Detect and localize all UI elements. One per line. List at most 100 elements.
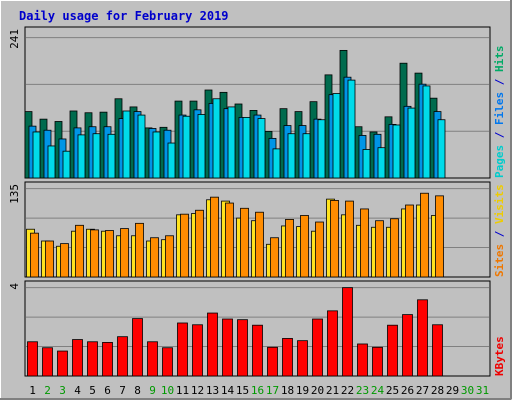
legend-part: Visits bbox=[493, 184, 506, 224]
bar-pages-day-18 bbox=[287, 133, 296, 179]
day-label: 17 bbox=[266, 384, 279, 397]
bar-pages-day-5 bbox=[92, 133, 101, 179]
day-label: 12 bbox=[191, 384, 204, 397]
day-label: 9 bbox=[149, 384, 156, 397]
bar-pages-day-28 bbox=[437, 119, 446, 179]
bar-kbytes-day-19 bbox=[297, 340, 308, 377]
bar-sites-day-10 bbox=[165, 235, 174, 278]
day-axis-labels: 1 2 3 4 5 6 7 8 9 10 11 12 13 14 15 16 17 18 19 20 21 22 23 24 2… bbox=[29, 384, 489, 397]
bar-kbytes-day-11 bbox=[177, 322, 188, 377]
legend-part: / bbox=[493, 224, 506, 244]
panel-hits-files-pages: 241 Pages / Files / Hits bbox=[8, 26, 506, 179]
bar-sites-day-18 bbox=[285, 219, 294, 278]
bar-kbytes-day-6 bbox=[102, 342, 113, 377]
panel-visits-sites: 135 Sites / Visits bbox=[8, 181, 506, 278]
bar-pages-day-16 bbox=[257, 118, 266, 179]
bar-sites-day-12 bbox=[195, 209, 204, 278]
legend-part: / bbox=[493, 125, 506, 145]
bar-pages-day-13 bbox=[212, 98, 221, 179]
bar-kbytes-day-28 bbox=[432, 324, 443, 377]
day-label: 24 bbox=[371, 384, 385, 397]
bar-pages-day-4 bbox=[77, 134, 86, 179]
day-label: 22 bbox=[341, 384, 354, 397]
bar-pages-day-26 bbox=[407, 107, 416, 179]
day-label: 23 bbox=[356, 384, 369, 397]
bar-kbytes-day-5 bbox=[87, 341, 98, 377]
series-legend-label: KBytes bbox=[493, 336, 506, 376]
legend-part: Sites bbox=[493, 244, 506, 277]
bar-sites-day-17 bbox=[270, 237, 279, 278]
bar-pages-day-8 bbox=[137, 114, 146, 179]
day-label: 20 bbox=[311, 384, 324, 397]
day-label: 8 bbox=[134, 384, 141, 397]
bar-sites-day-7 bbox=[120, 228, 129, 278]
series-legend-label: Sites / Visits bbox=[493, 184, 506, 277]
bar-sites-day-15 bbox=[240, 207, 249, 278]
bar-sites-day-14 bbox=[225, 202, 234, 278]
bar-pages-day-1 bbox=[32, 131, 41, 179]
bar-pages-day-25 bbox=[392, 124, 401, 179]
bar-pages-day-22 bbox=[347, 79, 356, 179]
bar-pages-day-27 bbox=[422, 85, 431, 179]
day-label: 30 bbox=[461, 384, 474, 397]
bar-pages-day-6 bbox=[107, 133, 116, 179]
bar-pages-day-3 bbox=[62, 150, 71, 179]
series-legend-label: Pages / Files / Hits bbox=[493, 46, 506, 179]
bar-kbytes-day-4 bbox=[72, 339, 83, 377]
bar-kbytes-day-15 bbox=[237, 319, 248, 377]
bar-kbytes-day-3 bbox=[57, 350, 68, 377]
bar-kbytes-day-16 bbox=[252, 324, 263, 377]
bar-kbytes-day-8 bbox=[132, 318, 143, 377]
bar-kbytes-day-21 bbox=[327, 310, 338, 377]
bar-pages-day-11 bbox=[182, 115, 191, 179]
bar-pages-day-20 bbox=[317, 119, 326, 179]
bar-kbytes-day-22 bbox=[342, 287, 353, 377]
bar-sites-day-27 bbox=[420, 192, 429, 278]
bar-kbytes-day-12 bbox=[192, 324, 203, 377]
bar-sites-day-23 bbox=[360, 208, 369, 278]
legend-part: KBytes bbox=[493, 336, 506, 376]
bar-sites-day-26 bbox=[405, 204, 414, 278]
day-label: 27 bbox=[416, 384, 429, 397]
axis-max-label: 4 bbox=[8, 283, 21, 290]
bar-sites-day-16 bbox=[255, 211, 264, 278]
bar-kbytes-day-2 bbox=[42, 347, 53, 377]
bar-pages-day-9 bbox=[152, 131, 161, 179]
legend-part: Pages bbox=[493, 145, 506, 178]
bar-kbytes-day-26 bbox=[402, 314, 413, 377]
bar-kbytes-day-18 bbox=[282, 338, 293, 377]
day-label: 15 bbox=[236, 384, 249, 397]
axis-max-label: 241 bbox=[8, 29, 21, 49]
bar-kbytes-day-13 bbox=[207, 312, 218, 377]
bar-pages-day-17 bbox=[272, 148, 281, 179]
day-label: 26 bbox=[401, 384, 414, 397]
day-label: 2 bbox=[44, 384, 51, 397]
bar-kbytes-day-23 bbox=[357, 343, 368, 377]
bar-kbytes-day-24 bbox=[372, 346, 383, 377]
bar-kbytes-day-9 bbox=[147, 341, 158, 377]
day-label: 28 bbox=[431, 384, 444, 397]
bar-sites-day-1 bbox=[30, 232, 39, 278]
day-label: 21 bbox=[326, 384, 339, 397]
bar-sites-day-4 bbox=[75, 224, 84, 278]
day-label: 5 bbox=[89, 384, 96, 397]
panels-layer: 241 Pages / Files / Hits 135 Sites / Visits… bbox=[8, 26, 506, 377]
bar-pages-day-21 bbox=[332, 93, 341, 179]
day-label: 10 bbox=[161, 384, 174, 397]
bar-pages-day-7 bbox=[122, 110, 131, 179]
bar-pages-day-23 bbox=[362, 149, 371, 179]
bar-kbytes-day-25 bbox=[387, 324, 398, 377]
bar-kbytes-day-27 bbox=[417, 299, 428, 377]
bar-pages-day-2 bbox=[47, 145, 56, 179]
day-label: 1 bbox=[29, 384, 36, 397]
day-label: 18 bbox=[281, 384, 294, 397]
bar-kbytes-day-20 bbox=[312, 318, 323, 377]
bar-pages-day-14 bbox=[227, 106, 236, 179]
day-label: 3 bbox=[59, 384, 66, 397]
bar-sites-day-2 bbox=[45, 240, 54, 278]
bar-kbytes-day-1 bbox=[27, 341, 38, 377]
bar-sites-day-3 bbox=[60, 243, 69, 278]
bar-sites-day-8 bbox=[135, 222, 144, 278]
day-label: 4 bbox=[74, 384, 81, 397]
